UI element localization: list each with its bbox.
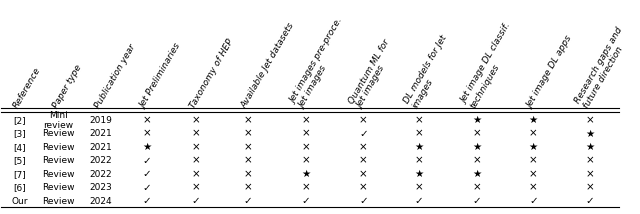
- Text: ×: ×: [415, 115, 423, 125]
- Text: ×: ×: [191, 156, 200, 166]
- Text: Jet images pre-proce.
Jet images: Jet images pre-proce. Jet images: [289, 17, 354, 110]
- Text: ✓: ✓: [191, 196, 200, 206]
- Text: Quantum ML for
Jet images: Quantum ML for Jet images: [347, 37, 400, 110]
- Text: 2024: 2024: [90, 197, 112, 206]
- Text: [3]: [3]: [13, 129, 26, 138]
- Text: ★: ★: [472, 169, 481, 179]
- Text: ×: ×: [301, 115, 310, 125]
- Text: ✓: ✓: [142, 156, 151, 166]
- Text: Review: Review: [42, 197, 75, 206]
- Text: 2022: 2022: [90, 170, 112, 179]
- Text: ×: ×: [301, 129, 310, 139]
- Text: ×: ×: [359, 183, 368, 193]
- Text: ×: ×: [472, 183, 481, 193]
- Text: [4]: [4]: [13, 143, 26, 152]
- Text: ×: ×: [585, 183, 594, 193]
- Text: Jet image DL classif.
techniques: Jet image DL classif. techniques: [460, 22, 522, 110]
- Text: Mini
review: Mini review: [44, 111, 74, 130]
- Text: ×: ×: [472, 129, 481, 139]
- Text: ×: ×: [243, 142, 252, 152]
- Text: Review: Review: [42, 170, 75, 179]
- Text: ×: ×: [585, 156, 594, 166]
- Text: Review: Review: [42, 143, 75, 152]
- Text: ×: ×: [191, 169, 200, 179]
- Text: ×: ×: [529, 183, 538, 193]
- Text: ✓: ✓: [359, 129, 368, 139]
- Text: ✓: ✓: [359, 196, 368, 206]
- Text: ★: ★: [529, 142, 538, 152]
- Text: ×: ×: [359, 169, 368, 179]
- Text: ✓: ✓: [142, 169, 151, 179]
- Text: ★: ★: [585, 142, 594, 152]
- Text: ★: ★: [585, 129, 594, 139]
- Text: Review: Review: [42, 183, 75, 192]
- Text: Jet image DL apps: Jet image DL apps: [525, 35, 574, 110]
- Text: ×: ×: [529, 156, 538, 166]
- Text: ×: ×: [243, 183, 252, 193]
- Text: ×: ×: [301, 156, 310, 166]
- Text: ×: ×: [415, 183, 423, 193]
- Text: ×: ×: [472, 156, 481, 166]
- Text: ×: ×: [585, 115, 594, 125]
- Text: ×: ×: [415, 129, 423, 139]
- Text: Paper type: Paper type: [51, 63, 83, 110]
- Text: ×: ×: [359, 115, 368, 125]
- Text: ×: ×: [415, 156, 423, 166]
- Text: Available Jet datasets: Available Jet datasets: [240, 21, 296, 110]
- Text: ×: ×: [529, 129, 538, 139]
- Text: ×: ×: [191, 115, 200, 125]
- Text: 2021: 2021: [90, 129, 112, 138]
- Text: Review: Review: [42, 156, 75, 165]
- Text: ×: ×: [359, 156, 368, 166]
- Text: Our: Our: [11, 197, 28, 206]
- Text: ✓: ✓: [142, 196, 151, 206]
- Text: ✓: ✓: [415, 196, 423, 206]
- Text: ×: ×: [191, 129, 200, 139]
- Text: ★: ★: [414, 169, 424, 179]
- Text: ×: ×: [301, 142, 310, 152]
- Text: Research gaps and
future direction: Research gaps and future direction: [573, 26, 633, 110]
- Text: ✓: ✓: [472, 196, 481, 206]
- Text: DL models for Jet
images: DL models for Jet images: [402, 34, 458, 110]
- Text: ×: ×: [191, 142, 200, 152]
- Text: ×: ×: [529, 169, 538, 179]
- Text: ✓: ✓: [529, 196, 538, 206]
- Text: Taxonomy of HEP: Taxonomy of HEP: [188, 38, 235, 110]
- Text: ★: ★: [472, 115, 481, 125]
- Text: [5]: [5]: [13, 156, 26, 165]
- Text: ✓: ✓: [142, 183, 151, 193]
- Text: Publication year: Publication year: [93, 43, 137, 110]
- Text: ✓: ✓: [243, 196, 252, 206]
- Text: ×: ×: [243, 129, 252, 139]
- Text: Jet Preliminaries: Jet Preliminaries: [139, 42, 183, 110]
- Text: 2019: 2019: [90, 116, 113, 125]
- Text: [7]: [7]: [13, 170, 26, 179]
- Text: ×: ×: [243, 115, 252, 125]
- Text: [6]: [6]: [13, 183, 26, 192]
- Text: ×: ×: [142, 115, 151, 125]
- Text: [2]: [2]: [13, 116, 26, 125]
- Text: ×: ×: [243, 169, 252, 179]
- Text: ×: ×: [301, 183, 310, 193]
- Text: ★: ★: [472, 142, 481, 152]
- Text: ✓: ✓: [301, 196, 310, 206]
- Text: ★: ★: [142, 142, 151, 152]
- Text: Review: Review: [42, 129, 75, 138]
- Text: 2021: 2021: [90, 143, 112, 152]
- Text: ★: ★: [301, 169, 310, 179]
- Text: ★: ★: [414, 142, 424, 152]
- Text: ×: ×: [191, 183, 200, 193]
- Text: ★: ★: [529, 115, 538, 125]
- Text: ×: ×: [585, 169, 594, 179]
- Text: ✓: ✓: [585, 196, 594, 206]
- Text: 2022: 2022: [90, 156, 112, 165]
- Text: ×: ×: [359, 142, 368, 152]
- Text: ×: ×: [142, 129, 151, 139]
- Text: ×: ×: [243, 156, 252, 166]
- Text: Reference: Reference: [12, 66, 42, 110]
- Text: 2023: 2023: [90, 183, 112, 192]
